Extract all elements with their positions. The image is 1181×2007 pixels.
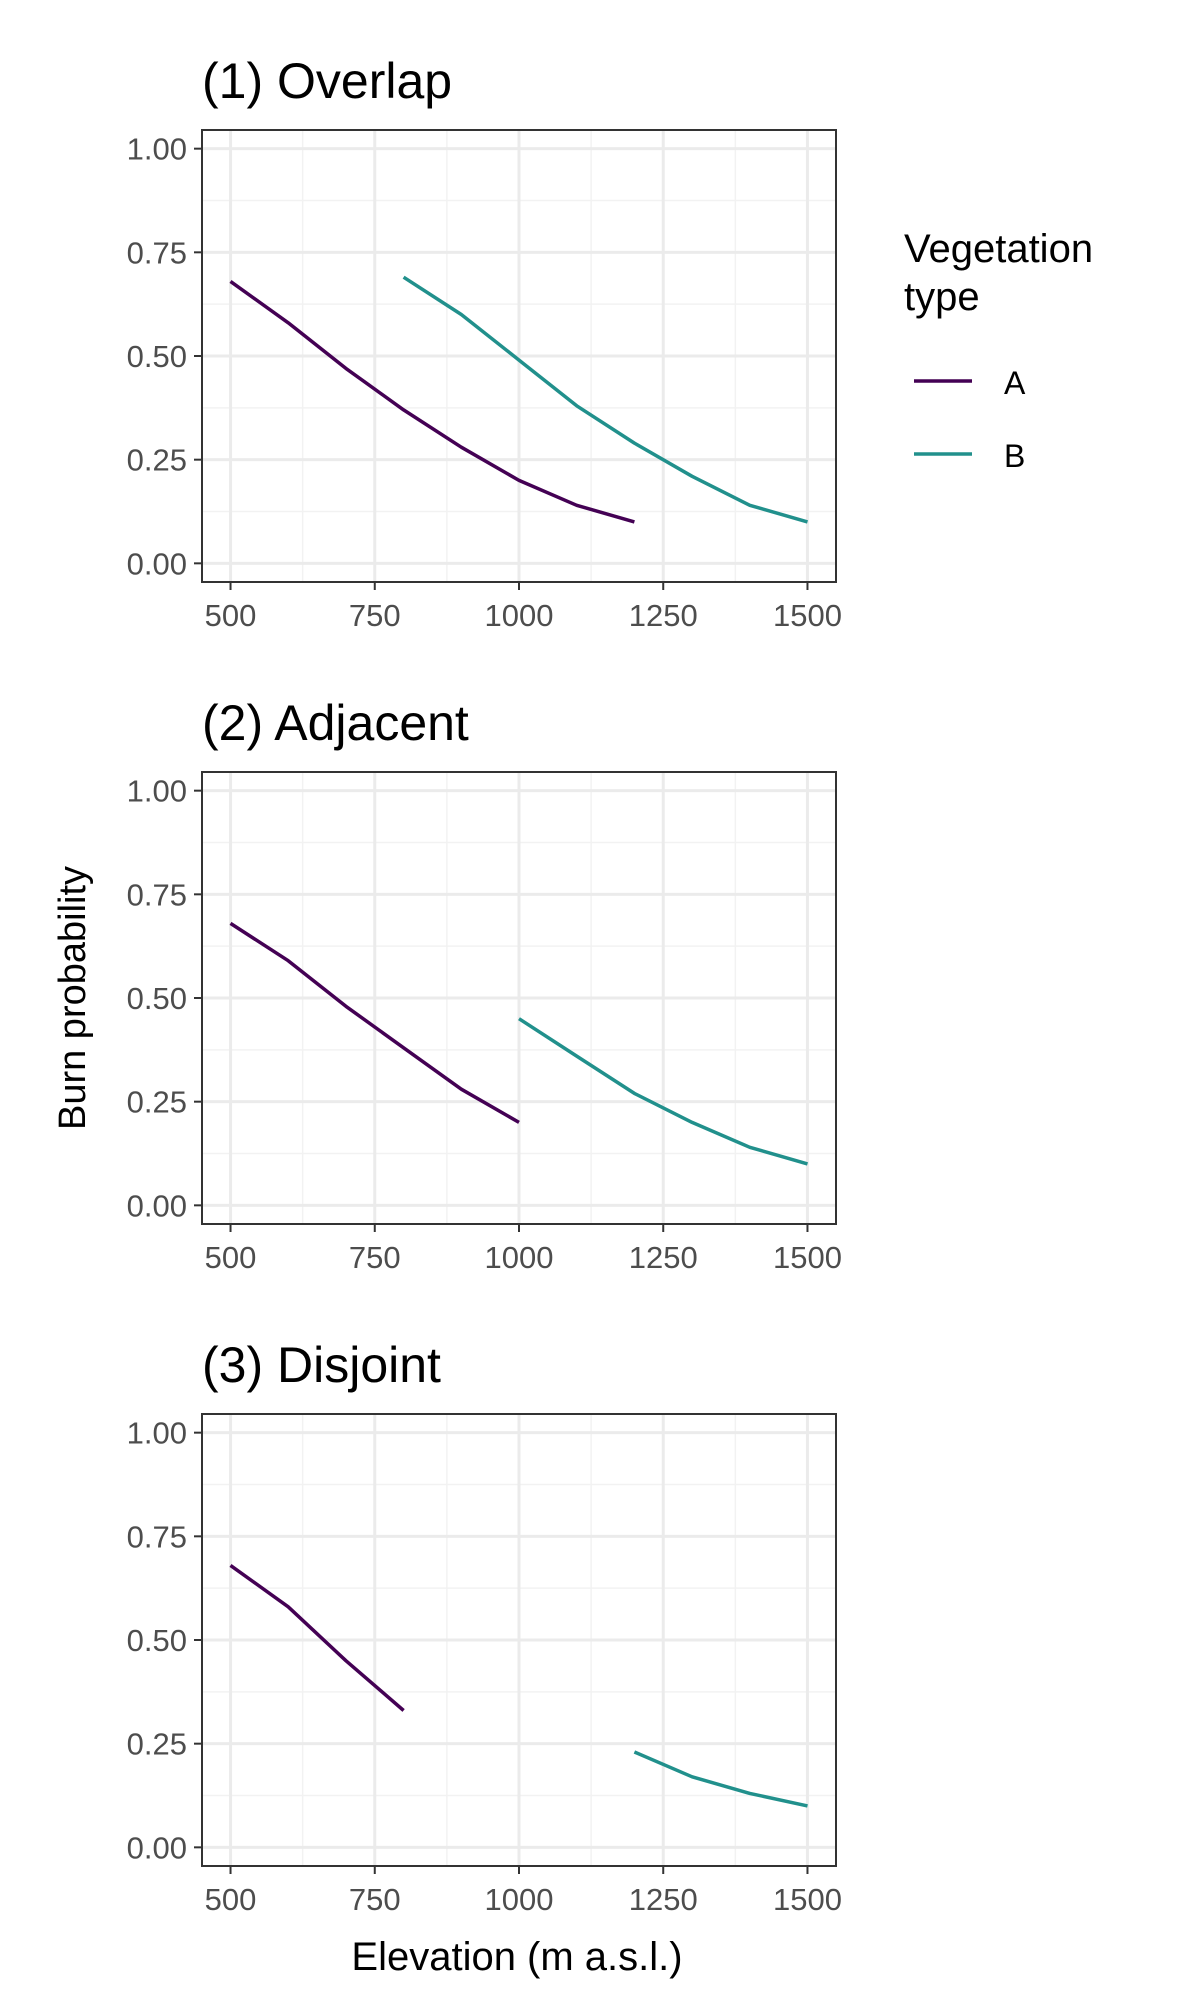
x-tick-label: 1500	[773, 598, 842, 633]
legend-title-line2: type	[904, 275, 980, 319]
series-line-a	[229, 1563, 405, 1712]
y-tick-label: 0.25	[127, 1727, 187, 1762]
y-tick-label: 1.00	[127, 1416, 187, 1451]
panel-border	[201, 1413, 837, 1867]
legend-label-a: A	[1004, 365, 1026, 401]
panel-title: (3) Disjoint	[202, 1337, 441, 1393]
series-line-a	[229, 279, 635, 524]
y-tick-label: 0.25	[127, 443, 187, 478]
x-tick-label: 1500	[773, 1882, 842, 1917]
x-tick-label: 500	[205, 1240, 257, 1275]
x-tick-label: 1000	[485, 598, 554, 633]
x-tick-label: 1500	[773, 1240, 842, 1275]
y-tick-label: 0.50	[127, 981, 187, 1016]
x-tick-label: 750	[349, 1240, 401, 1275]
y-tick-label: 0.00	[127, 546, 187, 581]
x-tick-label: 500	[205, 1882, 257, 1917]
panel-border	[201, 129, 837, 583]
legend-title-line1: Vegetation	[904, 227, 1093, 271]
y-tick-label: 1.00	[127, 774, 187, 809]
y-tick-label: 1.00	[127, 132, 187, 167]
y-tick-label: 0.25	[127, 1085, 187, 1120]
panel-2: (2) Adjacent 500 750 1000 1250 1500 0.00 0.25 0.…	[127, 695, 842, 1275]
y-tick-label: 0.00	[127, 1188, 187, 1223]
y-tick-label: 0.50	[127, 339, 187, 374]
x-tick-label: 1000	[485, 1882, 554, 1917]
x-tick-label: 1000	[485, 1240, 554, 1275]
x-tick-label: 1250	[629, 598, 698, 633]
y-tick-label: 0.75	[127, 877, 187, 912]
panel-3: (3) Disjoint 500 750 1000 1250 1500 0.00 0.25 0.…	[127, 1337, 842, 1917]
y-tick-label: 0.75	[127, 1519, 187, 1554]
x-tick-label: 1250	[629, 1882, 698, 1917]
panel-title: (1) Overlap	[202, 53, 452, 109]
x-tick-label: 500	[205, 598, 257, 633]
x-tick-label: 750	[349, 1882, 401, 1917]
panels: (1) Overlap 500 750 1000 1250 1500 0.00 0.25 0.5…	[127, 53, 842, 1917]
series-line-b	[518, 1017, 808, 1166]
panel-border	[201, 771, 837, 1225]
series-line-a	[229, 921, 520, 1124]
y-tick-label: 0.75	[127, 235, 187, 270]
x-tick-label: 750	[349, 598, 401, 633]
y-tick-label: 0.50	[127, 1623, 187, 1658]
series-line-b	[633, 1750, 808, 1808]
legend-label-b: B	[1004, 438, 1025, 474]
x-axis-label: Elevation (m a.s.l.)	[351, 1935, 682, 1979]
panel-1: (1) Overlap 500 750 1000 1250 1500 0.00 0.25 0.5…	[127, 53, 842, 633]
legend: Vegetation type A B	[904, 227, 1093, 474]
y-axis-label: Burn probability	[52, 866, 94, 1130]
panel-title: (2) Adjacent	[202, 695, 469, 751]
series-line-b	[402, 275, 808, 524]
y-tick-label: 0.00	[127, 1830, 187, 1865]
x-tick-label: 1250	[629, 1240, 698, 1275]
